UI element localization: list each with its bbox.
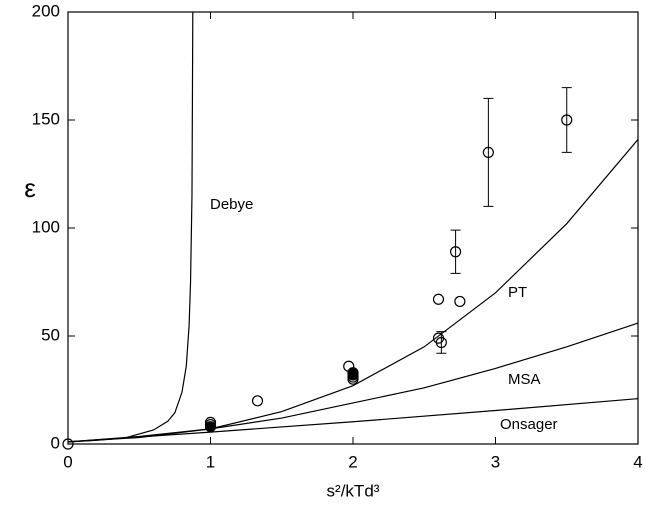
y-tick-label: 50 [41,325,60,344]
data-point [62,438,74,450]
x-tick-label: 4 [633,452,642,471]
x-tick-label: 3 [491,452,500,471]
y-tick-label: 0 [51,433,60,452]
error-bar [561,87,572,153]
x-axis-label: s²/kTd³ [327,481,380,500]
y-tick-label: 200 [32,1,60,20]
data-point [482,146,494,158]
data-point [561,114,573,126]
data-point [454,295,466,308]
curve [68,398,638,443]
y-axis-label: ε [24,173,36,203]
y-tick-label: 150 [32,109,60,128]
data-point [432,293,445,305]
plot-area [68,12,638,443]
y-tick-label: 100 [32,217,60,236]
curve [68,12,194,443]
data-point [251,395,264,407]
data-point [204,421,217,433]
data-point [450,246,462,258]
curve-label: PT [508,284,527,301]
curve [68,322,638,443]
curve [68,139,638,443]
x-tick-label: 2 [348,452,357,471]
error-bar [436,331,447,354]
error-bar [483,97,494,207]
x-tick-label: 0 [63,452,72,471]
data-point [347,369,359,381]
curve-label: MSA [508,371,541,388]
x-tick-label: 1 [206,452,215,471]
data-point [435,336,447,349]
curve-label: Debye [210,196,253,213]
curve-label: Onsager [500,416,558,433]
error-bar [450,229,461,274]
